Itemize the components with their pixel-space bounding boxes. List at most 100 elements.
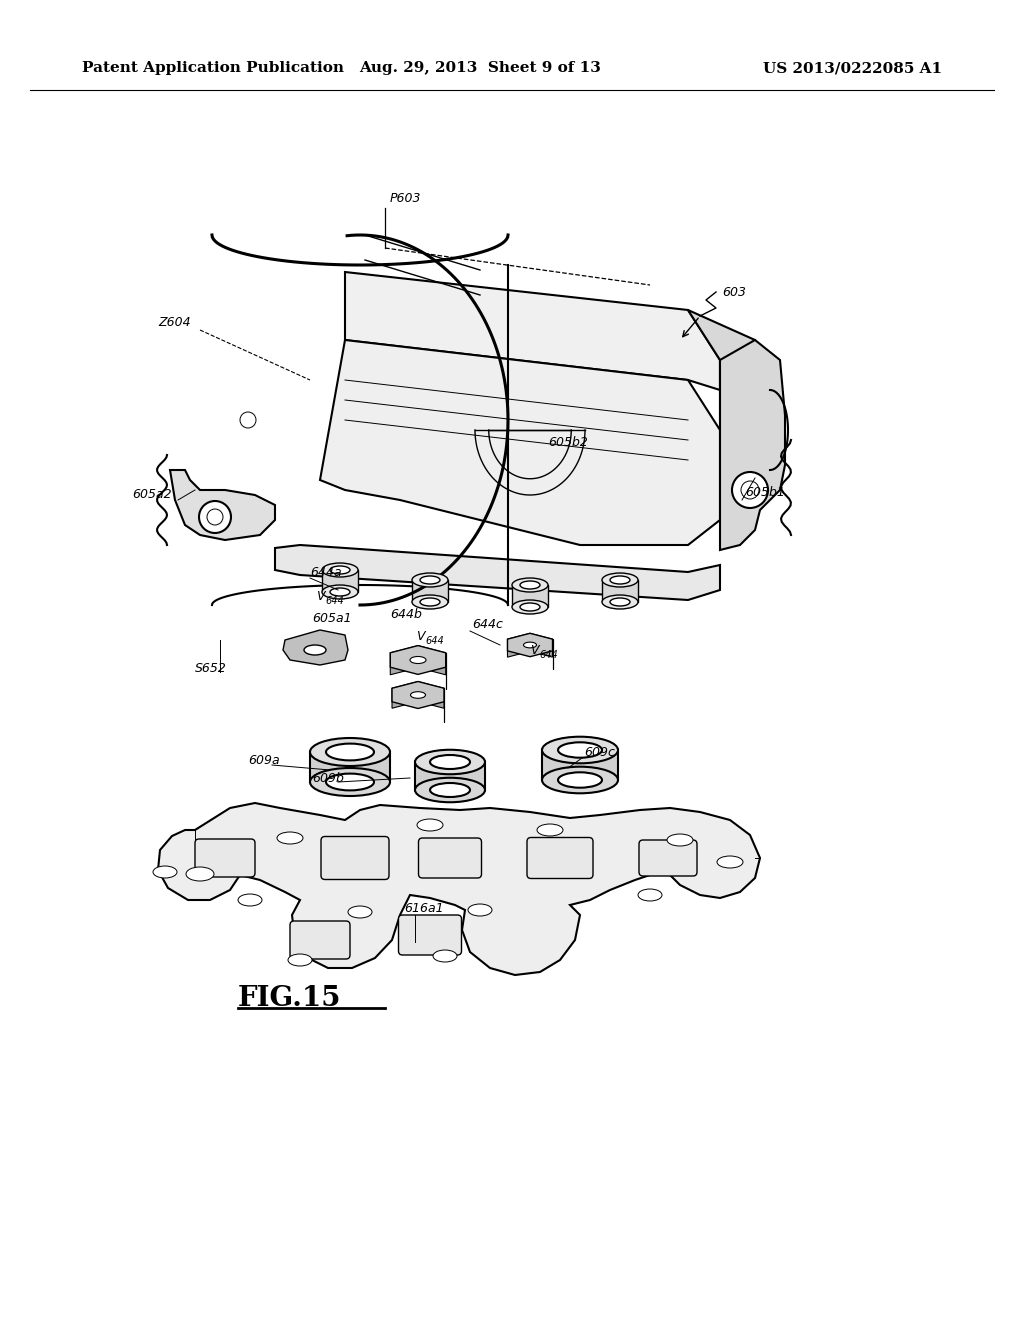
Ellipse shape — [430, 755, 470, 770]
Text: Patent Application Publication: Patent Application Publication — [82, 61, 344, 75]
FancyBboxPatch shape — [290, 921, 350, 960]
FancyBboxPatch shape — [321, 837, 389, 879]
Ellipse shape — [153, 866, 177, 878]
Ellipse shape — [410, 656, 426, 664]
Ellipse shape — [420, 576, 440, 583]
Ellipse shape — [304, 645, 326, 655]
Text: FIG.15: FIG.15 — [238, 985, 341, 1011]
Text: 644: 644 — [425, 636, 443, 645]
Ellipse shape — [322, 564, 358, 577]
Polygon shape — [390, 645, 418, 675]
Ellipse shape — [520, 581, 540, 589]
Ellipse shape — [310, 738, 390, 766]
Polygon shape — [310, 752, 390, 781]
Polygon shape — [322, 570, 358, 591]
Polygon shape — [392, 681, 418, 709]
Polygon shape — [530, 634, 553, 657]
Ellipse shape — [512, 601, 548, 614]
Ellipse shape — [610, 576, 630, 583]
Polygon shape — [508, 634, 553, 657]
Text: 644a: 644a — [310, 565, 342, 578]
Text: V: V — [316, 590, 325, 602]
Text: 644b: 644b — [390, 609, 422, 622]
Ellipse shape — [348, 906, 372, 917]
Ellipse shape — [520, 603, 540, 611]
FancyBboxPatch shape — [527, 837, 593, 879]
Text: US 2013/0222085 A1: US 2013/0222085 A1 — [763, 61, 942, 75]
Polygon shape — [170, 470, 275, 540]
Ellipse shape — [542, 737, 618, 763]
Ellipse shape — [288, 954, 312, 966]
Polygon shape — [390, 645, 445, 675]
Ellipse shape — [433, 950, 457, 962]
Ellipse shape — [638, 888, 662, 902]
Text: V: V — [530, 644, 539, 656]
Ellipse shape — [412, 573, 449, 587]
Polygon shape — [283, 630, 348, 665]
Text: 644: 644 — [325, 597, 344, 606]
Ellipse shape — [602, 595, 638, 609]
Ellipse shape — [326, 743, 374, 760]
Ellipse shape — [412, 595, 449, 609]
Polygon shape — [319, 341, 720, 545]
Text: V: V — [416, 630, 425, 643]
Ellipse shape — [512, 578, 548, 591]
Text: 605b2: 605b2 — [548, 436, 588, 449]
Text: Aug. 29, 2013  Sheet 9 of 13: Aug. 29, 2013 Sheet 9 of 13 — [359, 61, 601, 75]
Ellipse shape — [310, 768, 390, 796]
Text: 609c: 609c — [584, 746, 614, 759]
Ellipse shape — [430, 783, 470, 797]
Ellipse shape — [610, 598, 630, 606]
Polygon shape — [418, 645, 445, 675]
Ellipse shape — [602, 573, 638, 587]
Circle shape — [199, 502, 231, 533]
Text: 605b1: 605b1 — [745, 487, 784, 499]
Ellipse shape — [186, 867, 214, 880]
Ellipse shape — [322, 585, 358, 599]
Polygon shape — [412, 579, 449, 602]
Text: 605a1: 605a1 — [312, 611, 351, 624]
Ellipse shape — [558, 772, 602, 788]
Ellipse shape — [468, 904, 492, 916]
Ellipse shape — [537, 824, 563, 836]
Polygon shape — [688, 310, 760, 440]
Polygon shape — [602, 579, 638, 602]
Text: 609b: 609b — [312, 771, 344, 784]
FancyBboxPatch shape — [195, 840, 255, 876]
Ellipse shape — [278, 832, 303, 843]
Polygon shape — [720, 341, 785, 550]
Ellipse shape — [717, 855, 743, 869]
Polygon shape — [512, 585, 548, 607]
Polygon shape — [158, 803, 760, 975]
FancyBboxPatch shape — [639, 840, 697, 876]
Ellipse shape — [523, 642, 537, 648]
Text: 603: 603 — [722, 285, 746, 298]
Ellipse shape — [415, 750, 485, 775]
Ellipse shape — [330, 566, 350, 574]
Ellipse shape — [417, 818, 443, 832]
Ellipse shape — [330, 587, 350, 597]
Text: 644c: 644c — [472, 619, 503, 631]
FancyBboxPatch shape — [398, 915, 462, 954]
Ellipse shape — [420, 598, 440, 606]
Circle shape — [732, 473, 768, 508]
Text: Z604: Z604 — [158, 315, 190, 329]
Text: 605a2: 605a2 — [132, 488, 172, 502]
Polygon shape — [418, 681, 444, 709]
Polygon shape — [508, 634, 530, 657]
Text: P603: P603 — [390, 191, 422, 205]
Polygon shape — [542, 750, 618, 780]
Ellipse shape — [326, 774, 374, 791]
Text: 644: 644 — [539, 649, 558, 660]
Ellipse shape — [415, 777, 485, 803]
Polygon shape — [345, 272, 720, 389]
Ellipse shape — [542, 767, 618, 793]
Text: 616a1: 616a1 — [404, 902, 443, 915]
Ellipse shape — [667, 834, 693, 846]
Polygon shape — [275, 545, 720, 601]
Text: S652: S652 — [195, 661, 227, 675]
Ellipse shape — [558, 742, 602, 758]
Polygon shape — [392, 681, 444, 709]
FancyBboxPatch shape — [419, 838, 481, 878]
Polygon shape — [415, 762, 485, 789]
